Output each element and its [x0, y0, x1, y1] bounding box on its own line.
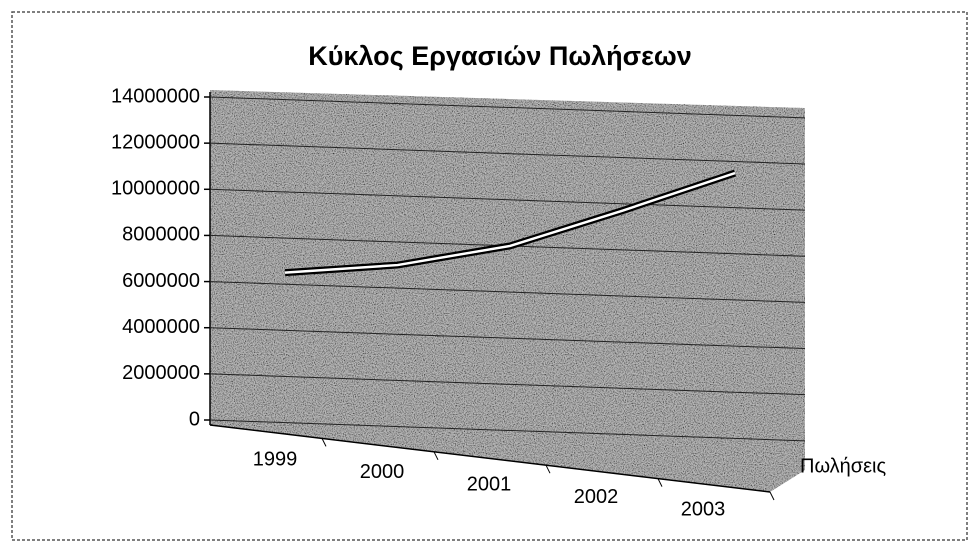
y-tick-label: 14000000 — [111, 85, 200, 107]
data-line-highlight — [284, 171, 736, 274]
x-axis — [209, 424, 771, 493]
y-tick-label: 0 — [189, 408, 200, 430]
grid-line — [209, 188, 806, 211]
x-tick-label: 2001 — [467, 473, 512, 495]
x-tick-label: 2002 — [574, 486, 619, 508]
y-tick-label: 4000000 — [122, 316, 200, 338]
x-tick-label: 1999 — [253, 448, 298, 470]
x-tick-label: 2000 — [360, 461, 405, 483]
x-tick — [433, 451, 439, 461]
y-tick-label: 8000000 — [122, 224, 200, 246]
grid-line — [209, 142, 806, 165]
grid-line — [209, 327, 806, 350]
grid-line — [209, 96, 806, 119]
grid-line — [209, 281, 806, 303]
y-tick-label: 12000000 — [111, 131, 200, 153]
x-tick — [769, 491, 775, 501]
grid-line — [209, 373, 806, 396]
y-tick-label: 2000000 — [122, 362, 200, 384]
x-tick-label: 2003 — [681, 498, 726, 520]
x-tick — [321, 438, 327, 447]
x-tick — [657, 478, 663, 487]
plot-wall — [210, 90, 805, 492]
series-label: Πωλήσεις — [800, 455, 887, 477]
x-tick — [545, 464, 551, 474]
y-tick-label: 6000000 — [122, 270, 200, 292]
grid-line — [209, 419, 806, 442]
y-tick-label: 10000000 — [111, 178, 200, 200]
chart-title: Κύκλος Εργασιών Πωλήσεων — [308, 41, 692, 71]
